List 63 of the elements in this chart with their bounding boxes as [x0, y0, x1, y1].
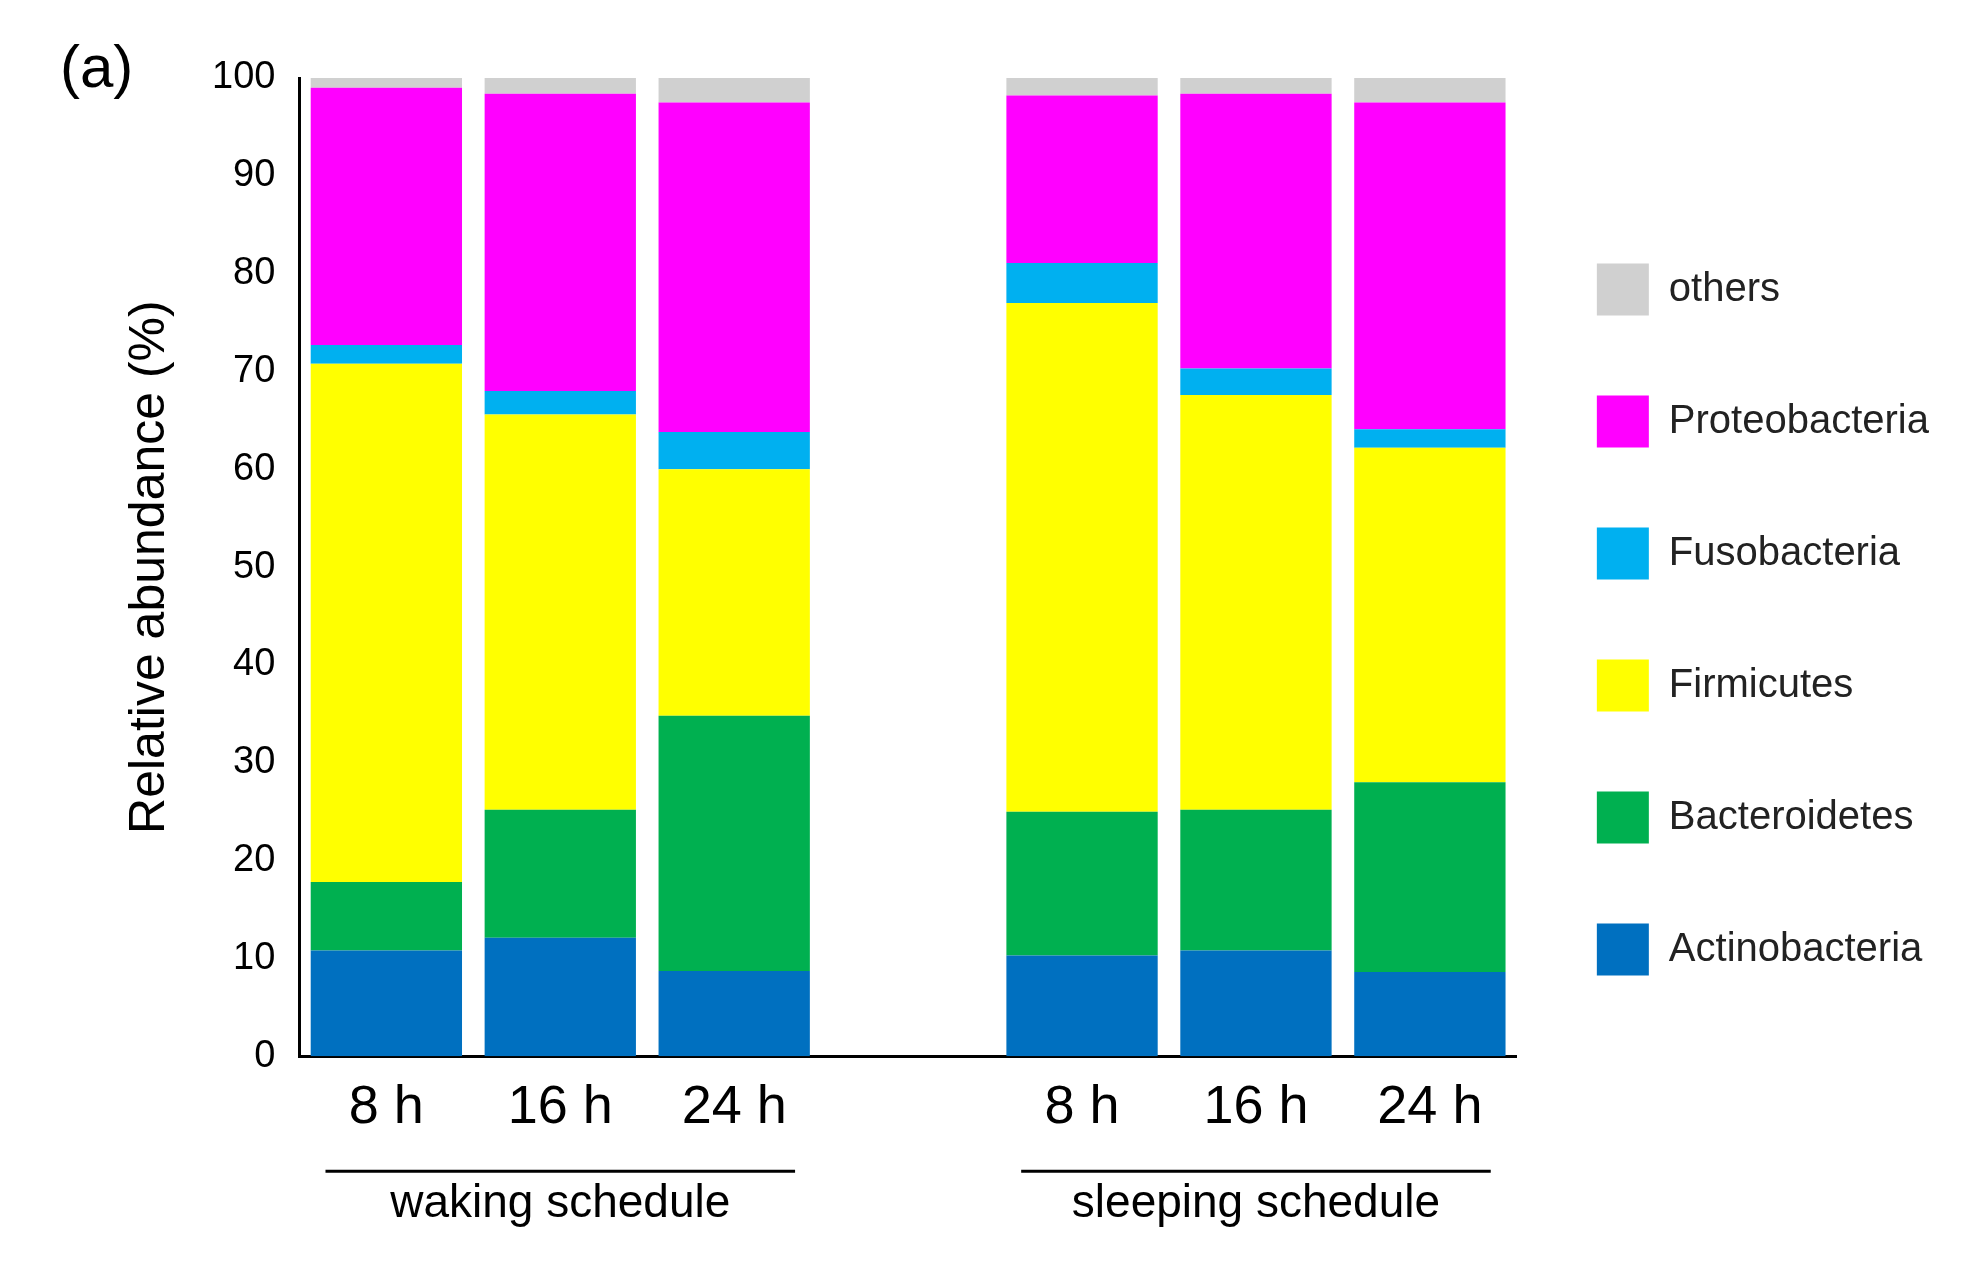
y-tick-label: 0: [254, 1032, 276, 1075]
y-tick-label: 40: [233, 641, 276, 684]
bar: [1180, 809, 1332, 951]
x-tick-label: 8 h: [348, 1074, 424, 1135]
y-tick-label: 60: [233, 445, 276, 488]
y-tick-label: 20: [233, 837, 276, 880]
bar: [1354, 78, 1506, 103]
text: sleeping schedule: [1071, 1174, 1441, 1227]
bar: [310, 87, 463, 346]
bar: [310, 882, 463, 951]
bar: [310, 950, 463, 1057]
legend-label: Fusobacteria: [1668, 528, 1901, 573]
bar: [1354, 972, 1506, 1057]
x-tick-label: 8 h: [1044, 1074, 1120, 1135]
bar: [484, 414, 636, 810]
y-tick-label: 80: [233, 250, 276, 293]
bar: [484, 93, 636, 392]
bar: [1006, 302, 1158, 812]
y-tick-label: 50: [233, 543, 276, 586]
bar: [310, 363, 463, 883]
bar: [658, 971, 810, 1057]
x-tick-label: 16 h: [507, 1074, 613, 1135]
chart-title: (a): [60, 32, 134, 100]
bar: [1354, 429, 1506, 448]
bar: [1180, 78, 1332, 94]
legend-label: Proteobacteria: [1668, 396, 1930, 441]
bar: [1354, 447, 1506, 783]
bar: [658, 469, 810, 716]
x-tick-label: 16 h: [1203, 1074, 1309, 1135]
bar: [1006, 78, 1158, 96]
bar: [484, 809, 636, 938]
bar: [1006, 955, 1158, 1057]
y-axis-title: Relative abundance (%): [118, 300, 175, 834]
legend-label: Actinobacteria: [1668, 924, 1924, 969]
bar: [1006, 811, 1158, 956]
bar: [1180, 394, 1332, 810]
bar: [484, 391, 636, 415]
bar: [310, 78, 463, 88]
x-tick-label: 24 h: [681, 1074, 787, 1135]
legend-label: Firmicutes: [1668, 660, 1854, 705]
bar: [1006, 262, 1158, 303]
y-tick-label: 10: [233, 934, 276, 977]
legend-label: others: [1668, 264, 1781, 309]
bar: [1180, 950, 1332, 1057]
bar: [1180, 93, 1332, 369]
bar: [1006, 95, 1158, 263]
y-tick-label: 30: [233, 739, 276, 782]
text: waking schedule: [389, 1174, 731, 1227]
bar: [658, 102, 810, 433]
y-tick-label: 90: [233, 152, 276, 195]
bar: [310, 345, 463, 364]
bar: [1354, 782, 1506, 973]
bar: [658, 715, 810, 972]
bar: [1180, 368, 1332, 395]
legend-label: Bacteroidetes: [1668, 792, 1914, 837]
bar: [484, 78, 636, 94]
x-tick-label: 24 h: [1377, 1074, 1483, 1135]
bar: [1354, 102, 1506, 430]
bar: [484, 937, 636, 1057]
bar: [658, 78, 810, 103]
y-tick-label: 100: [212, 54, 276, 97]
y-tick-label: 70: [233, 347, 276, 390]
bar: [658, 432, 810, 470]
